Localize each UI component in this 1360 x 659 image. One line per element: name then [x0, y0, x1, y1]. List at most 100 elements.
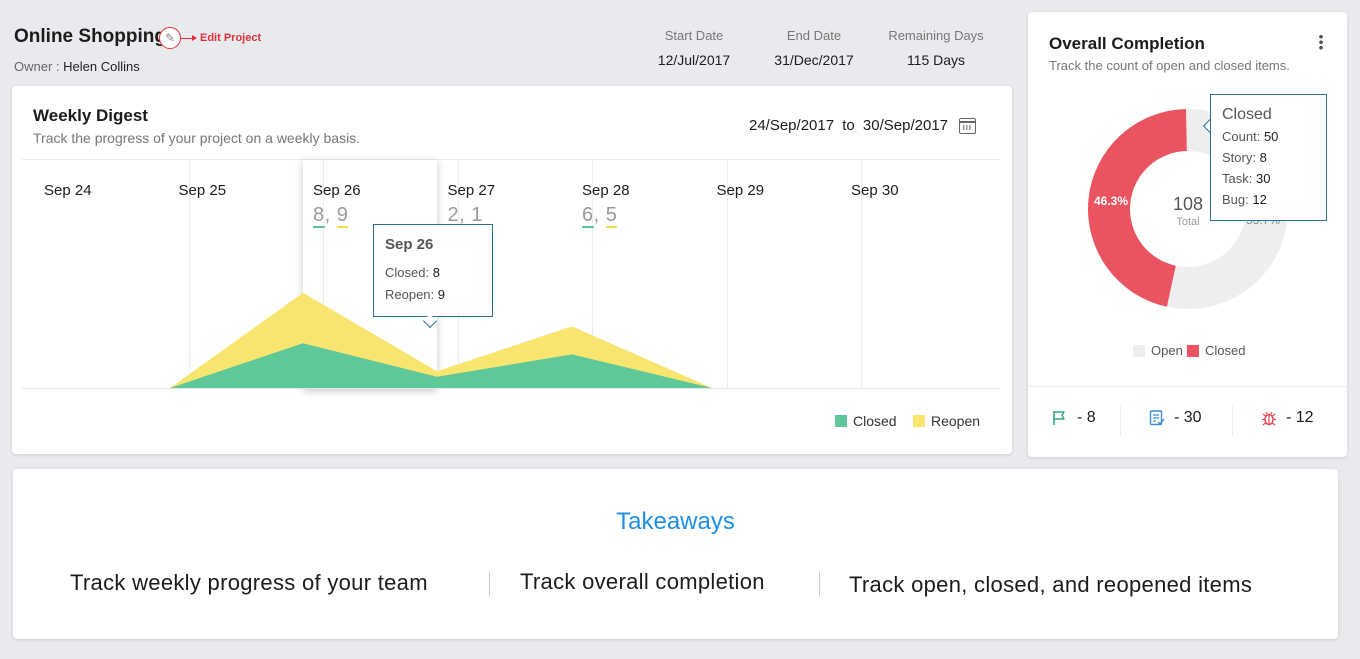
- range-from: 24/Sep/2017: [748, 117, 835, 134]
- day-label: Sep 24: [44, 182, 92, 199]
- closed-series-area: [34, 343, 842, 388]
- remaining-days-value: 115 Days: [906, 52, 966, 68]
- day-label: Sep 28: [582, 182, 630, 199]
- day-label: Sep 27: [447, 182, 496, 199]
- range-to-word: to: [842, 117, 855, 134]
- edit-icon[interactable]: ✎: [159, 27, 181, 49]
- legend-reopen[interactable]: Reopen: [913, 413, 980, 429]
- legend-swatch-reopen: [913, 415, 925, 427]
- completion-title: Overall Completion: [1049, 34, 1205, 53]
- day-label: Sep 30: [851, 182, 899, 199]
- day-column-divider: [188, 160, 190, 388]
- divider: [1028, 386, 1347, 387]
- stat-bug[interactable]: - 12: [1260, 409, 1314, 427]
- total-label: Total: [1176, 216, 1200, 228]
- ctip-task-label: Task:: [1222, 171, 1253, 186]
- day-counts: 8, 9: [313, 204, 349, 228]
- reopen-series-area: [34, 292, 842, 388]
- project-title: Online Shopping: [14, 26, 166, 47]
- day-tooltip: Sep 26 Closed: 8 Reopen: 9: [373, 224, 493, 317]
- count-separator: ,: [593, 204, 606, 226]
- tooltip-closed: Closed: 8: [385, 265, 440, 280]
- takeaway-item: Track overall completion: [520, 569, 765, 594]
- day-label: Sep 25: [178, 182, 227, 199]
- ctip-bug: Bug: 12: [1222, 192, 1267, 207]
- day-column-divider: [592, 160, 593, 388]
- task-icon: [1149, 410, 1165, 426]
- ctip-count: Count: 50: [1222, 129, 1278, 144]
- day-closed-count: 8: [313, 204, 325, 228]
- ctip-bug-value: 12: [1252, 192, 1267, 207]
- start-date: Start Date 12/Jul/2017: [652, 28, 736, 68]
- count-separator: ,: [459, 204, 472, 226]
- ctip-story: Story: 8: [1222, 150, 1267, 165]
- stat-separator: [1120, 406, 1121, 436]
- flag-icon: [1053, 411, 1065, 425]
- takeaway-item: Track weekly progress of your team: [70, 570, 428, 595]
- completion-subtitle: Track the count of open and closed items…: [1049, 58, 1290, 73]
- owner-name: Helen Collins: [63, 59, 140, 74]
- divider: [22, 159, 1000, 160]
- end-date-value: 31/Dec/2017: [774, 52, 854, 68]
- legend-closed[interactable]: Closed: [1187, 343, 1245, 358]
- tooltip-reopen-value: 9: [437, 287, 446, 302]
- chart-baseline: [22, 388, 1000, 389]
- ctip-count-label: Count:: [1222, 129, 1261, 144]
- takeaway-separator: [819, 572, 820, 596]
- day-label: Sep 26: [313, 182, 361, 199]
- ctip-title: Closed: [1222, 106, 1272, 123]
- stat-task-value: - 30: [1174, 409, 1202, 426]
- start-date-label: Start Date: [664, 28, 724, 43]
- day-closed-count: 6: [582, 204, 594, 228]
- legend-reopen-label: Reopen: [931, 413, 981, 429]
- weekly-area-chart: [34, 292, 842, 388]
- takeaway-item: Track open, closed, and reopened items: [849, 572, 1253, 597]
- ctip-task: Task: 30: [1222, 171, 1270, 186]
- range-to: 30/Sep/2017: [862, 117, 948, 134]
- day-counts: 6, 5: [582, 204, 618, 228]
- day-label: Sep 29: [716, 182, 765, 199]
- stat-task[interactable]: - 30: [1148, 409, 1202, 427]
- tooltip-title: Sep 26: [385, 236, 434, 253]
- day-reopen-count: 9: [336, 204, 349, 228]
- legend-swatch-closed: [1187, 344, 1199, 357]
- bug-icon: [1262, 411, 1276, 426]
- legend-swatch-closed: [835, 415, 847, 427]
- digest-subtitle: Track the progress of your project on a …: [33, 130, 361, 146]
- ctip-story-label: Story:: [1222, 150, 1256, 165]
- day-reopen-count: 5: [605, 204, 618, 228]
- start-date-value: 12/Jul/2017: [657, 52, 731, 68]
- owner-info: Owner : Helen Collins: [14, 59, 140, 74]
- takeaways-title: Takeaways: [616, 508, 735, 535]
- stat-bug-value: - 12: [1286, 409, 1314, 426]
- legend-open-label: Open: [1151, 343, 1183, 358]
- stat-separator: [1232, 406, 1233, 436]
- legend-closed[interactable]: Closed: [835, 413, 897, 429]
- remaining-days: Remaining Days 115 Days: [882, 28, 990, 68]
- tooltip-reopen: Reopen: 9: [385, 287, 445, 302]
- day-counts: 2, 1: [447, 204, 483, 228]
- ctip-story-value: 8: [1259, 150, 1267, 165]
- takeaway-separator: [489, 572, 490, 596]
- legend-swatch-open: [1133, 344, 1145, 357]
- day-column-divider: [861, 160, 862, 388]
- tooltip-reopen-label: Reopen:: [385, 287, 435, 302]
- day-closed-count: 2: [447, 204, 460, 228]
- legend-closed-label: Closed: [1205, 343, 1246, 358]
- remaining-days-label: Remaining Days: [888, 28, 984, 43]
- more-options-icon[interactable]: [1319, 34, 1323, 50]
- legend-closed-label: Closed: [853, 413, 897, 429]
- end-date-label: End Date: [786, 28, 842, 43]
- closed-slice[interactable]: [1088, 109, 1187, 307]
- closed-percent: 46.3%: [1094, 194, 1129, 208]
- stat-story[interactable]: - 8: [1051, 409, 1096, 427]
- takeaways-card: Takeaways Track weekly progress of your …: [13, 469, 1338, 639]
- tooltip-closed-value: 8: [432, 265, 440, 280]
- overall-completion-card: Overall Completion Track the count of op…: [1028, 12, 1347, 457]
- legend-open[interactable]: Open: [1133, 343, 1183, 358]
- owner-label: Owner :: [14, 59, 60, 74]
- calendar-icon[interactable]: [959, 118, 976, 134]
- edit-project-label: Edit Project: [200, 32, 262, 44]
- stat-story-value: - 8: [1077, 409, 1096, 426]
- date-range[interactable]: 24/Sep/2017 to 30/Sep/2017: [749, 117, 948, 134]
